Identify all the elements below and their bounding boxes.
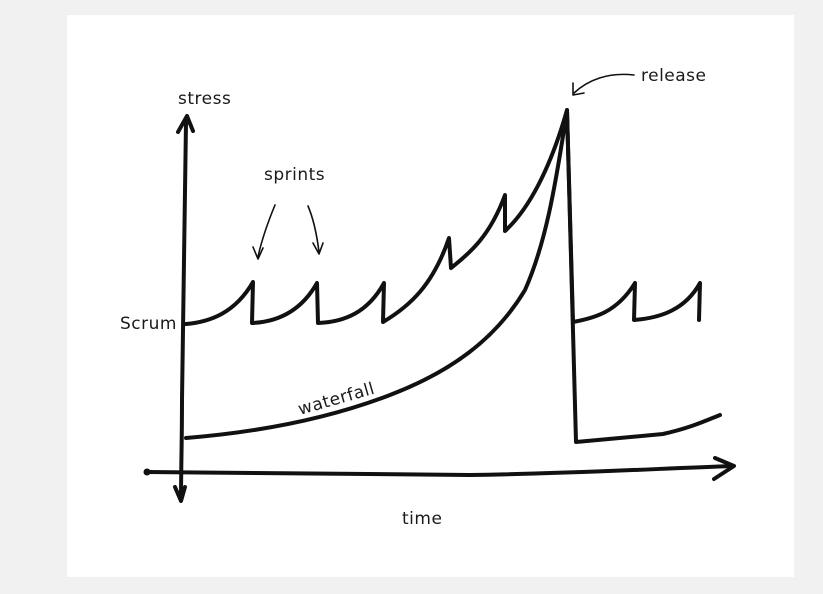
x-axis-label: time (402, 509, 442, 529)
x-axis (144, 458, 735, 479)
y-axis (175, 116, 193, 501)
release-label: release (641, 66, 707, 86)
x-axis-line (147, 466, 733, 475)
y-axis-label: stress (178, 89, 231, 109)
waterfall-curve (186, 110, 720, 442)
y-axis-line (181, 122, 186, 500)
scrum-curve (186, 110, 700, 324)
sprints-pointer-left (258, 205, 275, 257)
release-pointer (573, 74, 634, 95)
sprints-pointers (253, 205, 323, 259)
x-axis-origin-dot (144, 469, 151, 476)
sprints-pointer-left-arrowhead (253, 247, 263, 259)
sprints-label: sprints (264, 165, 325, 185)
scrum-label: Scrum (120, 314, 177, 334)
release-pointer-line (574, 74, 634, 93)
